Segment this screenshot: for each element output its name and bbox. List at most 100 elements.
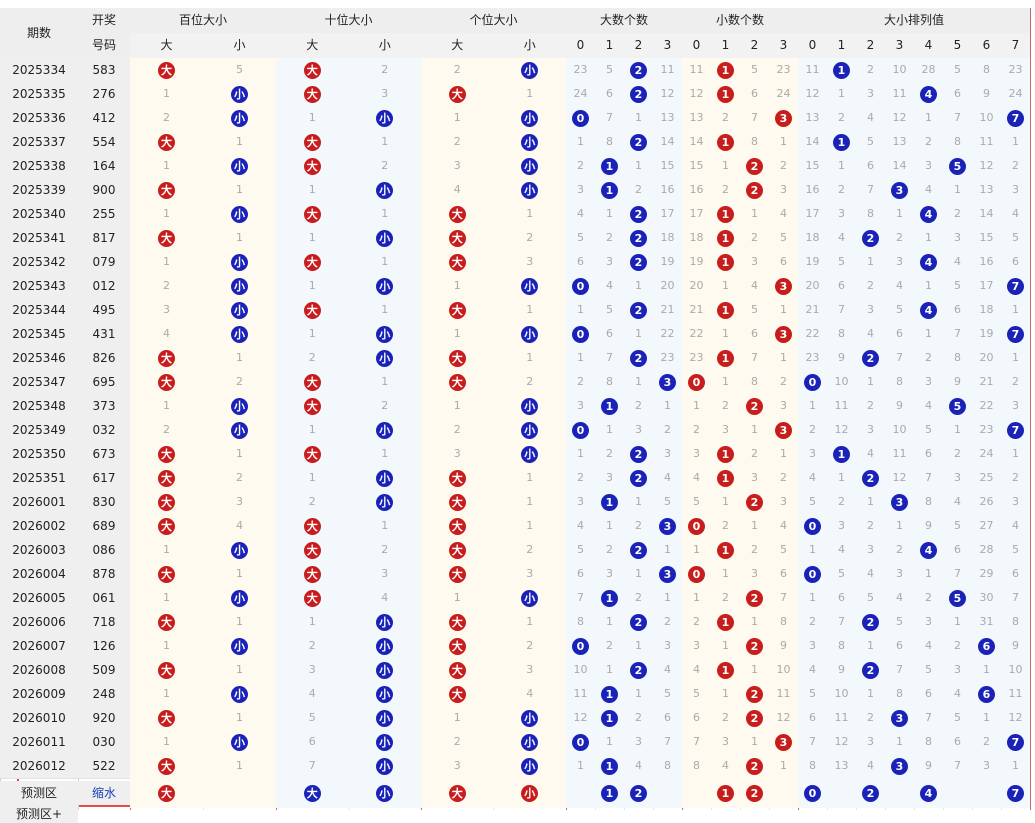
miss-tens: 1 (381, 135, 389, 148)
miss-arr: 9 (954, 375, 961, 388)
ball-tens-big: 大 (303, 157, 321, 175)
miss-arr: 2 (925, 591, 932, 604)
miss-smallcnt: 5 (751, 303, 758, 316)
miss-tens: 1 (308, 471, 316, 484)
miss-arr: 6 (1012, 255, 1019, 268)
ball-bigcnt: 2 (630, 661, 647, 679)
ball-units-big: 大 (448, 349, 466, 367)
miss-smallcnt: 1 (751, 207, 758, 220)
ball-bigcnt: 1 (601, 181, 618, 199)
ball-tens-small: 小 (376, 277, 394, 295)
miss-bigcnt: 2 (664, 615, 671, 628)
header-period: 期数 (0, 8, 78, 58)
miss-smallcnt: 1 (780, 135, 787, 148)
miss-arr: 3 (1012, 495, 1019, 508)
miss-bigcnt: 8 (606, 135, 613, 148)
miss-arr: 9 (838, 663, 845, 676)
miss-tens: 2 (308, 495, 316, 508)
miss-smallcnt: 3 (722, 735, 729, 748)
miss-arr: 4 (925, 639, 932, 652)
ball-tens-small: 小 (376, 661, 394, 679)
miss-bigcnt: 17 (660, 207, 675, 220)
miss-units: 4 (453, 183, 461, 196)
miss-bigcnt: 1 (664, 399, 671, 412)
ball-smallcnt: 3 (775, 325, 792, 343)
miss-smallcnt: 4 (780, 207, 787, 220)
miss-arr: 28 (921, 63, 936, 76)
miss-hundreds: 2 (163, 111, 170, 124)
miss-bigcnt: 1 (635, 375, 642, 388)
miss-arr: 7 (954, 759, 961, 772)
miss-tens: 7 (308, 759, 316, 772)
miss-smallcnt: 1 (751, 663, 758, 676)
miss-tens: 2 (381, 399, 389, 412)
header-group-units: 个位大小 (421, 8, 566, 33)
row-number: 695 (78, 370, 130, 394)
miss-arr: 4 (1012, 207, 1019, 220)
row-period: 2025349 (0, 418, 78, 442)
miss-hundreds: 1 (236, 759, 243, 772)
miss-arr: 7 (954, 111, 961, 124)
miss-arr: 1 (867, 687, 874, 700)
ball-units-big: 大 (448, 205, 466, 223)
predict-ball-units-big: 大 (448, 784, 466, 802)
row-period: 2026006 (0, 610, 78, 634)
miss-arr: 2 (954, 207, 961, 220)
ball-arr: 2 (862, 661, 879, 679)
ball-bigcnt: 2 (630, 61, 647, 79)
miss-arr: 7 (925, 471, 932, 484)
miss-arr: 6 (925, 687, 932, 700)
miss-bigcnt: 1 (635, 639, 642, 652)
miss-bigcnt: 18 (660, 231, 675, 244)
miss-arr: 6 (896, 639, 903, 652)
miss-arr: 3 (809, 639, 816, 652)
miss-units: 1 (526, 207, 534, 220)
miss-units: 2 (453, 135, 461, 148)
miss-arr: 7 (838, 615, 845, 628)
miss-arr: 3 (954, 471, 961, 484)
ball-arr: 6 (978, 685, 995, 703)
miss-arr: 6 (809, 711, 816, 724)
miss-arr: 5 (954, 711, 961, 724)
ball-hundreds-small: 小 (231, 397, 248, 415)
miss-bigcnt: 11 (660, 63, 675, 76)
ball-tens-big: 大 (303, 565, 321, 583)
ball-tens-big: 大 (303, 445, 321, 463)
ball-arr: 0 (804, 373, 821, 391)
header-sub-units: 大 (421, 33, 494, 58)
miss-arr: 11 (892, 87, 907, 100)
row-number: 255 (78, 202, 130, 226)
predict-ball-tens-big: 大 (303, 784, 321, 802)
miss-arr: 3 (867, 303, 874, 316)
miss-smallcnt: 3 (780, 399, 787, 412)
miss-bigcnt: 2 (606, 447, 613, 460)
miss-hundreds: 1 (236, 711, 243, 724)
miss-bigcnt: 1 (635, 279, 642, 292)
ball-tens-big: 大 (303, 397, 321, 415)
miss-arr: 9 (925, 519, 932, 532)
miss-arr: 1 (983, 711, 990, 724)
ball-units-small: 小 (521, 397, 539, 415)
miss-units: 1 (453, 327, 461, 340)
ball-hundreds-big: 大 (158, 565, 175, 583)
miss-arr: 15 (979, 231, 994, 244)
miss-arr: 10 (979, 111, 994, 124)
ball-bigcnt: 2 (630, 541, 647, 559)
row-number: 718 (78, 610, 130, 634)
ball-bigcnt: 0 (572, 109, 589, 127)
miss-arr: 14 (892, 159, 907, 172)
ball-hundreds-big: 大 (158, 709, 175, 727)
row-number: 012 (78, 274, 130, 298)
miss-hundreds: 1 (236, 231, 243, 244)
predict-shrink-link[interactable]: 缩水 (78, 781, 130, 805)
ball-smallcnt: 1 (717, 133, 734, 151)
miss-tens: 2 (381, 63, 389, 76)
miss-bigcnt: 1 (664, 591, 671, 604)
ball-arr: 5 (949, 589, 966, 607)
miss-arr: 1 (896, 207, 903, 220)
ball-tens-small: 小 (376, 421, 394, 439)
miss-arr: 3 (809, 447, 816, 460)
ball-tens-small: 小 (376, 733, 394, 751)
miss-arr: 4 (838, 543, 845, 556)
